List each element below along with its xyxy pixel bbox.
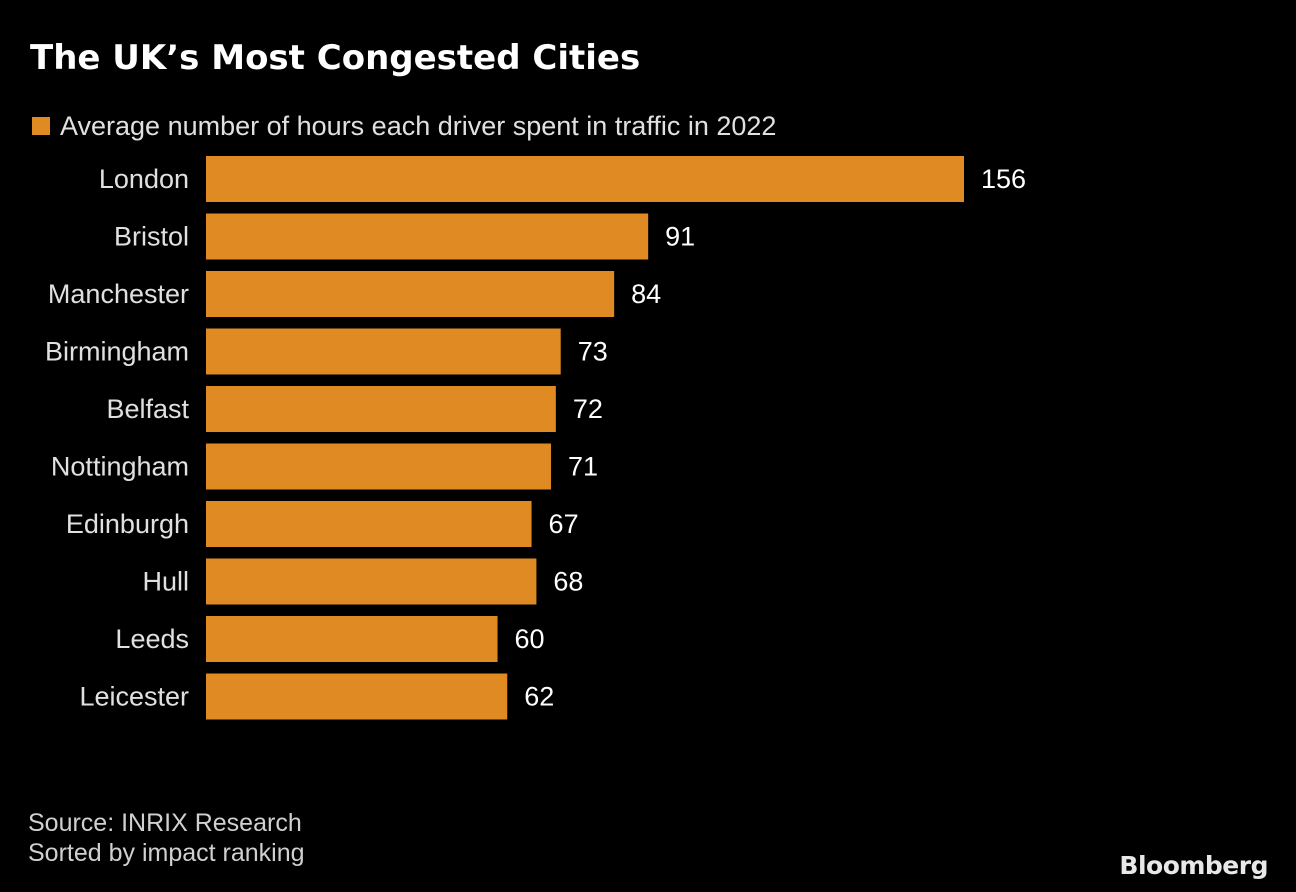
bar-edinburgh	[206, 501, 532, 547]
bar-leicester	[206, 673, 508, 720]
source-note: Source: INRIX Research	[28, 809, 302, 837]
bar-nottingham	[206, 443, 551, 490]
value-label: 91	[665, 222, 695, 252]
value-label: 68	[553, 567, 583, 597]
sort-note: Sorted by impact ranking	[28, 839, 305, 867]
legend-label: Average number of hours each driver spen…	[60, 110, 777, 141]
bar-manchester	[206, 271, 615, 317]
category-label: Manchester	[48, 279, 189, 309]
bar-birmingham	[206, 328, 561, 375]
category-label: Birmingham	[45, 337, 189, 367]
legend-swatch	[32, 117, 50, 135]
value-label: 156	[981, 164, 1026, 194]
category-label: Edinburgh	[66, 509, 189, 539]
bar-hull	[206, 558, 537, 605]
bar-leeds	[206, 616, 498, 662]
value-label: 71	[568, 452, 598, 482]
category-label: Belfast	[106, 394, 189, 424]
bar-bristol	[206, 213, 649, 260]
chart-footer: Source: INRIX Research Sorted by impact …	[28, 808, 305, 868]
bar-belfast	[206, 386, 556, 432]
bloomberg-logo: Bloomberg	[1119, 851, 1268, 880]
chart-title: The UK’s Most Congested Cities	[30, 38, 641, 78]
value-label: 62	[524, 682, 554, 712]
value-label: 73	[578, 337, 608, 367]
category-label: Leeds	[115, 624, 189, 654]
chart-legend: Average number of hours each driver spen…	[32, 108, 776, 144]
value-label: 72	[573, 394, 603, 424]
category-label: Hull	[142, 567, 189, 597]
value-label: 84	[631, 279, 661, 309]
bar-london	[206, 156, 964, 202]
category-label: London	[99, 164, 189, 194]
category-label: Bristol	[114, 222, 189, 252]
value-label: 60	[515, 624, 545, 654]
category-label: Nottingham	[51, 452, 189, 482]
category-label: Leicester	[79, 682, 189, 712]
value-label: 67	[549, 509, 579, 539]
